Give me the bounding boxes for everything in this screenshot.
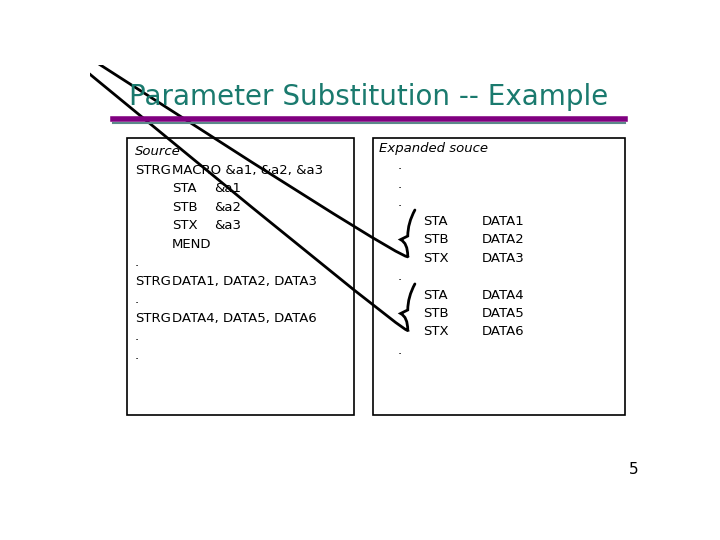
Text: .: . [398, 344, 402, 357]
Text: STA: STA [172, 183, 197, 195]
Text: STX: STX [423, 252, 449, 265]
Text: DATA5: DATA5 [482, 307, 524, 320]
Text: .: . [135, 349, 139, 362]
Text: STA: STA [423, 288, 448, 301]
Text: DATA4: DATA4 [482, 288, 524, 301]
Text: .: . [398, 159, 402, 172]
Text: STRG: STRG [135, 312, 171, 325]
Text: STRG: STRG [135, 275, 171, 288]
Text: DATA4, DATA5, DATA6: DATA4, DATA5, DATA6 [172, 312, 317, 325]
Text: &a1: &a1 [214, 183, 241, 195]
Text: .: . [135, 330, 139, 343]
Text: Parameter Substitution -- Example: Parameter Substitution -- Example [130, 83, 608, 111]
Text: &a3: &a3 [214, 219, 241, 232]
Text: .: . [135, 256, 139, 269]
Text: DATA6: DATA6 [482, 326, 524, 339]
Text: STX: STX [172, 219, 198, 232]
Text: MACRO &a1, &a2, &a3: MACRO &a1, &a2, &a3 [172, 164, 323, 177]
Text: Expanded souce: Expanded souce [379, 142, 488, 155]
Text: Source: Source [135, 145, 181, 158]
Text: .: . [135, 293, 139, 306]
Text: STRG: STRG [135, 164, 171, 177]
Text: STX: STX [423, 326, 449, 339]
Text: .: . [398, 270, 402, 283]
Text: .: . [398, 196, 402, 209]
Text: DATA3: DATA3 [482, 252, 524, 265]
Text: STA: STA [423, 214, 448, 228]
Text: DATA1, DATA2, DATA3: DATA1, DATA2, DATA3 [172, 275, 317, 288]
Text: STB: STB [423, 233, 449, 246]
Text: MEND: MEND [172, 238, 212, 251]
Text: 5: 5 [629, 462, 639, 477]
Text: STB: STB [172, 201, 198, 214]
Text: &a2: &a2 [214, 201, 241, 214]
Text: .: . [398, 178, 402, 191]
Text: DATA1: DATA1 [482, 214, 524, 228]
FancyBboxPatch shape [127, 138, 354, 415]
Text: STB: STB [423, 307, 449, 320]
FancyBboxPatch shape [373, 138, 625, 415]
Text: DATA2: DATA2 [482, 233, 524, 246]
